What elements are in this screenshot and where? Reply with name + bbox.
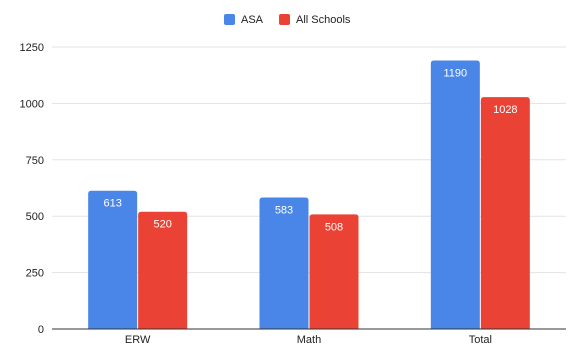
bar-asa-erw [88, 190, 138, 329]
y-tick-label: 750 [26, 155, 44, 167]
legend-item: All Schools [279, 14, 351, 26]
y-tick-label: 250 [26, 268, 44, 280]
y-tick-label: 1250 [20, 42, 44, 54]
x-axis: ERW Math Total [52, 328, 566, 345]
y-tick-label: 0 [38, 324, 44, 336]
data-label: 508 [325, 221, 343, 233]
data-label: 1028 [493, 104, 517, 116]
bars [88, 60, 530, 330]
legend: ASA All Schools [224, 14, 351, 26]
data-label: 520 [153, 219, 171, 231]
legend-item: ASA [224, 14, 264, 26]
gridlines [52, 46, 566, 274]
y-tick-label: 500 [26, 211, 44, 223]
data-labels: 613 520 583 508 1190 1028 [103, 68, 517, 234]
bar-asa-total [430, 60, 480, 329]
x-tick-label: ERW [125, 334, 151, 345]
bar-all-schools-math [309, 214, 359, 329]
data-label: 613 [103, 198, 121, 210]
data-label: 1190 [444, 68, 468, 80]
bar-asa-math [259, 197, 309, 329]
legend-label: All Schools [296, 14, 351, 26]
legend-swatch [224, 14, 235, 25]
legend-label: ASA [241, 14, 264, 26]
x-tick-label: Math [297, 334, 321, 345]
data-label: 583 [275, 204, 293, 216]
legend-swatch [279, 14, 291, 25]
y-axis: 0 250 500 750 1000 1250 [20, 42, 44, 336]
bar-all-schools-erw [138, 211, 188, 329]
x-tick-label: Total [469, 334, 492, 345]
y-tick-label: 1000 [20, 98, 44, 110]
bar-all-schools-total [480, 97, 530, 330]
